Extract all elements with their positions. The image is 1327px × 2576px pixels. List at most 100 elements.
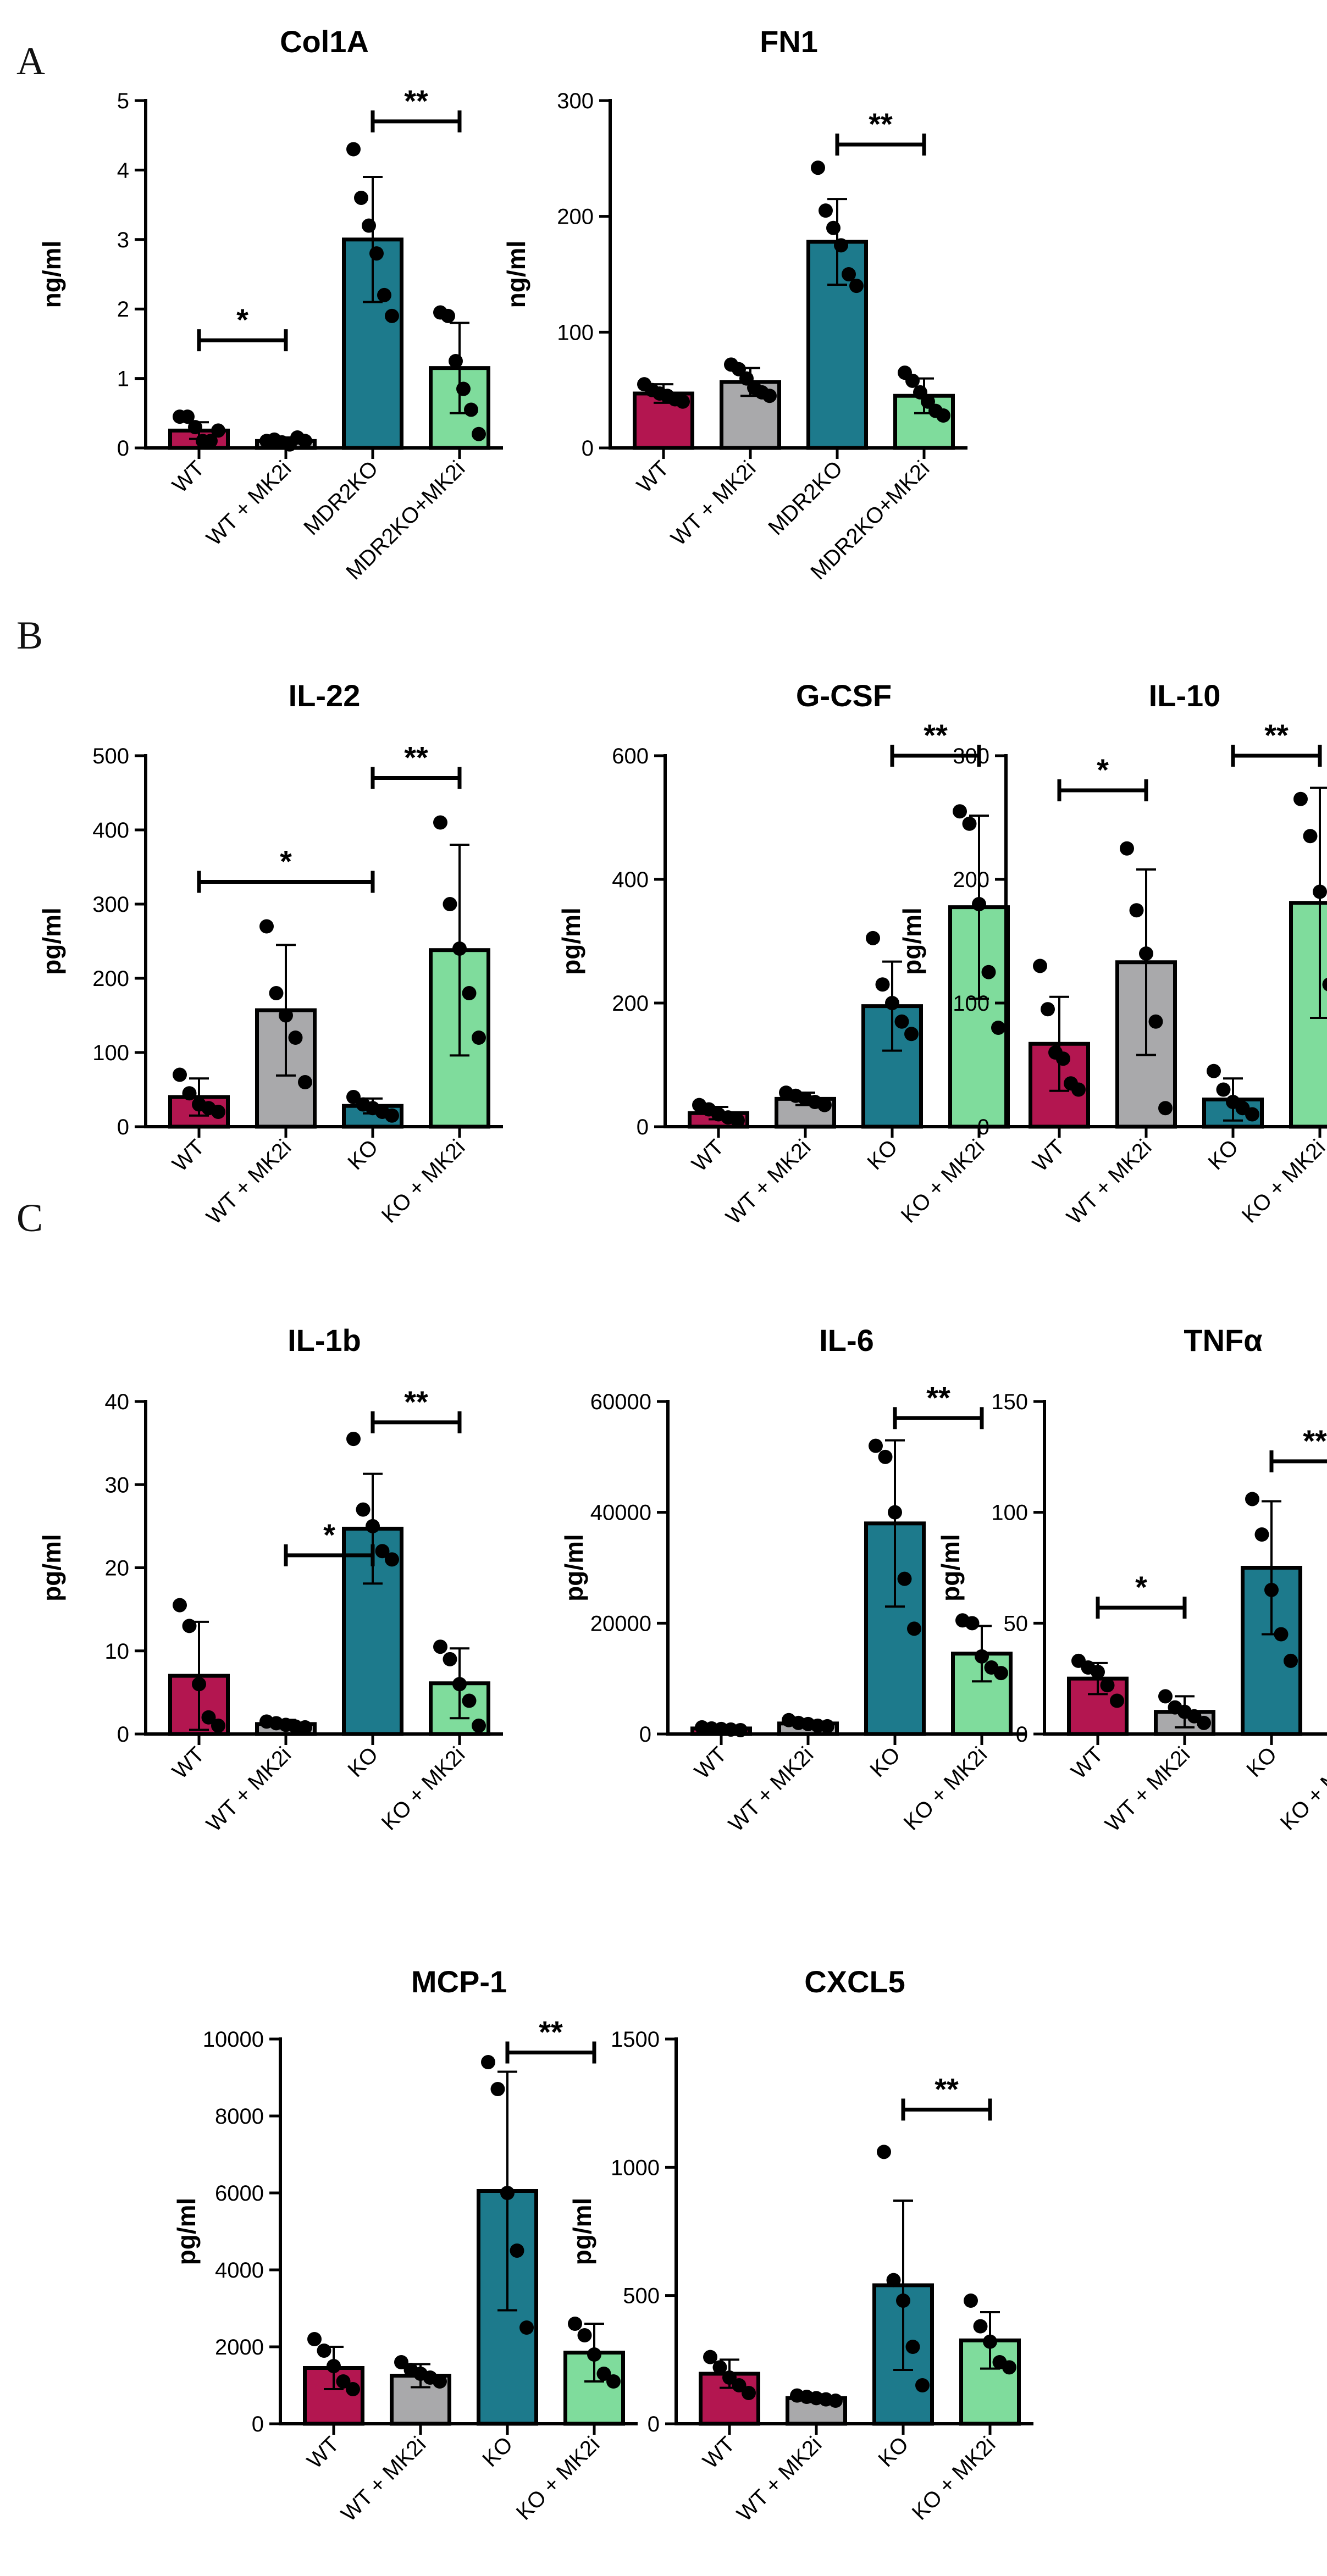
y-tick-label: 5 bbox=[117, 89, 129, 113]
data-point bbox=[201, 1710, 216, 1725]
x-tick-label: WT bbox=[1066, 1742, 1108, 1783]
data-point bbox=[1322, 978, 1327, 991]
data-point bbox=[472, 1718, 486, 1733]
y-tick-label: 0 bbox=[117, 436, 129, 461]
significance-label: * bbox=[1097, 752, 1109, 787]
data-point bbox=[1091, 1665, 1105, 1680]
y-tick-label: 200 bbox=[92, 967, 129, 991]
data-point bbox=[1056, 1051, 1070, 1066]
y-tick-label: 10000 bbox=[203, 2027, 264, 2052]
data-point bbox=[346, 2382, 360, 2396]
x-tick-label: MDR2KO bbox=[764, 456, 847, 540]
data-point bbox=[587, 2347, 601, 2362]
x-tick-label: KO bbox=[1203, 1135, 1243, 1175]
y-tick-label: 0 bbox=[117, 1722, 129, 1747]
x-tick-label: WT + MK2i bbox=[202, 1135, 296, 1229]
data-point bbox=[1120, 841, 1134, 856]
data-point bbox=[298, 1075, 312, 1089]
x-tick-label: KO + MK2i bbox=[1237, 1135, 1327, 1228]
x-tick-label: WT + MK2i bbox=[666, 456, 760, 550]
x-tick-label: KO bbox=[865, 1742, 905, 1782]
y-tick-label: 0 bbox=[252, 2412, 264, 2436]
y-tick-label: 200 bbox=[557, 205, 594, 229]
data-point bbox=[742, 2386, 756, 2400]
chart-title: IL-1b bbox=[287, 1323, 361, 1358]
data-point bbox=[703, 2350, 717, 2364]
data-point bbox=[456, 381, 471, 396]
data-point bbox=[953, 804, 967, 819]
significance-label: ** bbox=[404, 740, 428, 775]
data-point bbox=[173, 1598, 187, 1613]
panel-label-b: B bbox=[16, 613, 43, 657]
x-tick-label: WT + MK2i bbox=[1101, 1742, 1195, 1836]
x-tick-label: WT + MK2i bbox=[202, 1742, 296, 1836]
data-point bbox=[182, 1086, 197, 1101]
y-tick-label: 10 bbox=[105, 1639, 130, 1664]
chart-title: G-CSF bbox=[796, 678, 892, 713]
data-point bbox=[173, 1067, 187, 1082]
chart-title: TNFα bbox=[1184, 1323, 1262, 1358]
x-tick-label: WT + MK2i bbox=[721, 1135, 815, 1229]
data-point bbox=[188, 420, 202, 435]
y-axis-label: ng/ml bbox=[37, 241, 66, 308]
y-axis-label: pg/ml bbox=[172, 2198, 201, 2265]
data-point bbox=[288, 1031, 303, 1045]
significance-label: ** bbox=[404, 84, 428, 118]
significance-label: * bbox=[1135, 1570, 1147, 1604]
y-tick-label: 1500 bbox=[611, 2027, 660, 2052]
data-point bbox=[1041, 1002, 1055, 1017]
chart-title: IL-22 bbox=[289, 678, 361, 713]
y-axis-label: pg/ml bbox=[560, 1534, 588, 1602]
chart-title: MCP-1 bbox=[411, 1964, 507, 1999]
data-point bbox=[519, 2320, 534, 2335]
data-point bbox=[1216, 1082, 1231, 1097]
data-point bbox=[869, 1438, 883, 1453]
data-point bbox=[1264, 1582, 1279, 1597]
x-tick-label: KO bbox=[343, 1135, 383, 1175]
data-point bbox=[510, 2243, 524, 2258]
x-tick-label: WT bbox=[302, 2432, 344, 2473]
data-point bbox=[211, 1105, 225, 1119]
panel-label-c: C bbox=[16, 1196, 43, 1240]
data-point bbox=[994, 1666, 1008, 1681]
data-point bbox=[366, 1519, 380, 1533]
data-point bbox=[279, 1008, 293, 1023]
data-point bbox=[452, 941, 467, 956]
data-point bbox=[472, 426, 486, 441]
data-point bbox=[983, 2334, 997, 2349]
y-tick-label: 300 bbox=[92, 893, 129, 917]
y-tick-label: 6000 bbox=[215, 2181, 264, 2206]
data-point bbox=[443, 897, 457, 911]
data-point bbox=[1197, 1715, 1211, 1730]
y-tick-label: 600 bbox=[612, 744, 649, 768]
y-tick-label: 50 bbox=[1004, 1611, 1029, 1636]
data-point bbox=[1245, 1492, 1259, 1506]
data-point bbox=[904, 1027, 919, 1042]
data-point bbox=[849, 279, 864, 293]
x-tick-label: KO + MK2i bbox=[899, 1742, 992, 1835]
y-axis-label: ng/ml bbox=[502, 241, 530, 308]
x-tick-label: KO bbox=[873, 2432, 913, 2472]
data-point bbox=[385, 1108, 399, 1123]
y-tick-label: 4 bbox=[117, 158, 129, 182]
y-tick-label: 8000 bbox=[215, 2104, 264, 2129]
data-point bbox=[817, 1098, 832, 1112]
data-point bbox=[577, 2328, 592, 2342]
significance-label: ** bbox=[539, 2015, 563, 2049]
y-tick-label: 0 bbox=[648, 2412, 660, 2436]
data-point bbox=[885, 996, 899, 1010]
data-point bbox=[1100, 1678, 1115, 1693]
y-tick-label: 200 bbox=[953, 868, 989, 892]
data-point bbox=[362, 218, 376, 233]
data-point bbox=[203, 434, 218, 448]
y-tick-label: 100 bbox=[953, 991, 989, 1016]
data-point bbox=[385, 308, 399, 323]
data-point bbox=[972, 897, 986, 911]
data-point bbox=[732, 2378, 747, 2392]
y-tick-label: 30 bbox=[105, 1473, 130, 1497]
chart-title: IL-10 bbox=[1149, 678, 1221, 713]
y-tick-label: 60000 bbox=[590, 1390, 651, 1414]
data-point bbox=[897, 1571, 912, 1586]
